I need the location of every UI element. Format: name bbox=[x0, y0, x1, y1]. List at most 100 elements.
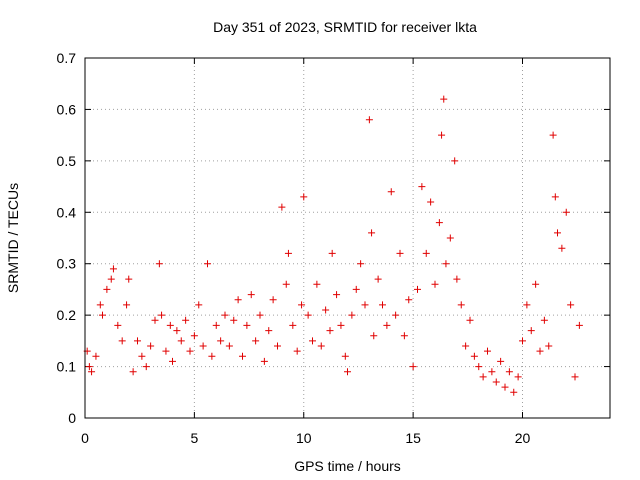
data-point bbox=[438, 131, 446, 139]
grid bbox=[85, 58, 610, 418]
data-point bbox=[298, 301, 306, 309]
data-point bbox=[230, 316, 238, 324]
data-point bbox=[337, 321, 345, 329]
data-point bbox=[554, 229, 561, 237]
y-tick-label: 0.3 bbox=[57, 256, 77, 272]
data-point bbox=[88, 368, 96, 376]
data-point bbox=[427, 198, 435, 206]
data-point bbox=[545, 342, 553, 350]
data-point bbox=[488, 368, 496, 376]
y-tick-label: 0.6 bbox=[57, 101, 77, 117]
data-point bbox=[368, 229, 376, 237]
data-point bbox=[151, 316, 159, 324]
x-tick-label: 15 bbox=[405, 430, 421, 446]
data-point bbox=[221, 311, 229, 319]
data-point bbox=[313, 280, 321, 288]
data-point bbox=[457, 301, 465, 309]
data-point bbox=[562, 208, 570, 216]
data-point bbox=[466, 316, 474, 324]
data-point bbox=[326, 327, 334, 335]
data-point bbox=[484, 347, 491, 355]
data-point bbox=[269, 296, 277, 304]
data-point bbox=[256, 311, 264, 319]
data-point bbox=[284, 249, 292, 257]
data-point bbox=[177, 337, 185, 345]
data-point bbox=[147, 342, 155, 350]
data-point bbox=[422, 249, 430, 257]
data-point bbox=[304, 311, 312, 319]
data-point bbox=[195, 301, 203, 309]
data-point bbox=[322, 306, 330, 314]
data-point bbox=[575, 321, 583, 329]
data-point bbox=[125, 275, 133, 283]
data-point bbox=[225, 342, 233, 350]
chart-title: Day 351 of 2023, SRMTID for receiver lkt… bbox=[213, 19, 477, 35]
data-point bbox=[252, 337, 260, 345]
y-tick-label: 0 bbox=[68, 410, 76, 426]
data-point bbox=[446, 234, 454, 242]
data-point bbox=[379, 301, 386, 309]
data-point bbox=[470, 352, 478, 360]
data-point bbox=[392, 311, 400, 319]
data-point bbox=[173, 327, 181, 335]
data-point bbox=[282, 280, 290, 288]
data-point bbox=[357, 260, 365, 268]
y-tick-label: 0.1 bbox=[57, 359, 77, 375]
data-point bbox=[155, 260, 163, 268]
data-point bbox=[265, 327, 273, 335]
data-point bbox=[400, 332, 408, 340]
data-point bbox=[440, 95, 448, 103]
data-point bbox=[309, 337, 316, 345]
data-point bbox=[129, 368, 137, 376]
data-point bbox=[85, 363, 93, 371]
data-point bbox=[348, 311, 356, 319]
data-point bbox=[383, 321, 391, 329]
data-point bbox=[169, 357, 176, 365]
data-point bbox=[479, 373, 487, 381]
data-point bbox=[492, 378, 500, 386]
data-point bbox=[451, 157, 459, 165]
data-point bbox=[409, 363, 417, 371]
data-point bbox=[374, 275, 382, 283]
data-point bbox=[186, 347, 194, 355]
data-point bbox=[365, 116, 373, 124]
data-point bbox=[138, 352, 146, 360]
data-point bbox=[96, 301, 104, 309]
data-point bbox=[134, 337, 141, 345]
data-point bbox=[278, 203, 286, 211]
data-point bbox=[387, 188, 395, 196]
data-point bbox=[217, 337, 225, 345]
y-tick-label: 0.5 bbox=[57, 153, 77, 169]
data-point bbox=[442, 260, 450, 268]
x-axis-label: GPS time / hours bbox=[294, 458, 401, 474]
data-point bbox=[352, 285, 360, 293]
data-point bbox=[289, 321, 297, 329]
data-point bbox=[571, 373, 579, 381]
data-point bbox=[317, 342, 325, 350]
data-point bbox=[510, 388, 518, 396]
data-point bbox=[118, 337, 126, 345]
x-tick-label: 0 bbox=[81, 430, 89, 446]
data-point bbox=[260, 357, 268, 365]
data-point bbox=[107, 275, 115, 283]
data-point bbox=[344, 368, 351, 376]
y-tick-label: 0.2 bbox=[57, 307, 77, 323]
data-point bbox=[497, 357, 505, 365]
data-point bbox=[527, 327, 535, 335]
data-point bbox=[92, 352, 100, 360]
data-points bbox=[83, 95, 583, 396]
data-point bbox=[361, 301, 369, 309]
data-point bbox=[190, 332, 198, 340]
data-point bbox=[114, 321, 122, 329]
x-tick-label: 5 bbox=[190, 430, 198, 446]
data-point bbox=[540, 316, 548, 324]
data-point bbox=[208, 352, 216, 360]
data-point bbox=[300, 193, 308, 201]
data-point bbox=[341, 352, 349, 360]
data-point bbox=[523, 301, 531, 309]
data-point bbox=[551, 193, 559, 201]
data-point bbox=[549, 131, 557, 139]
data-point bbox=[501, 383, 509, 391]
data-point bbox=[123, 301, 131, 309]
